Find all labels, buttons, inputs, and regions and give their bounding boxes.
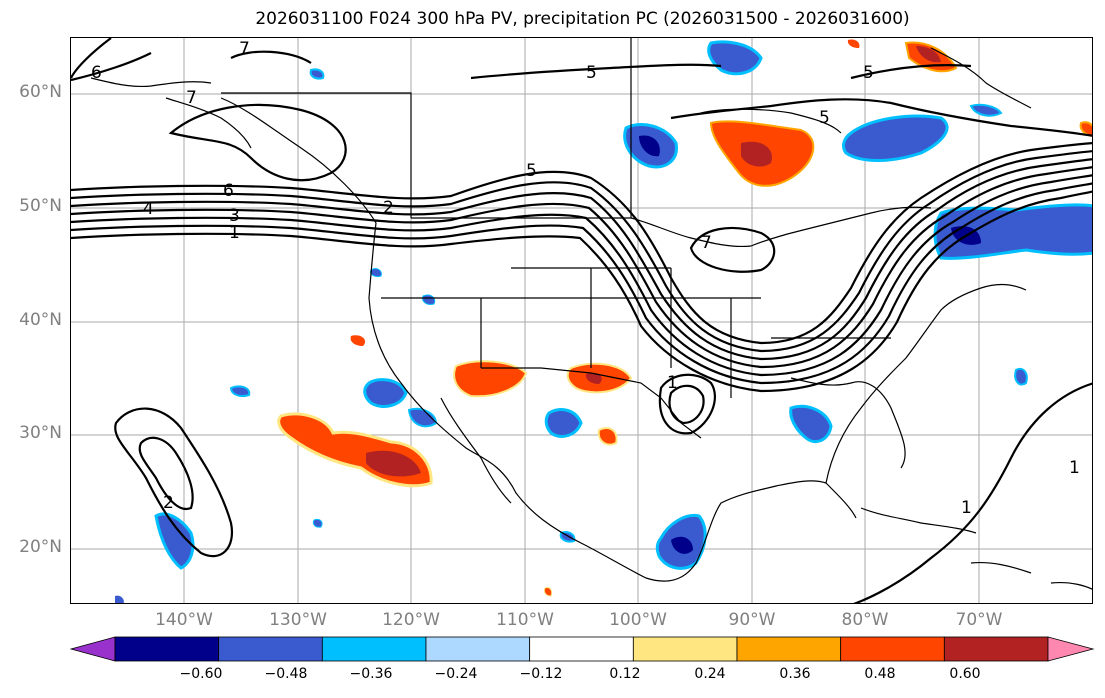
precip-negative-southeast [789, 404, 833, 443]
precip-negative-pacific-sw [154, 512, 195, 570]
lat-label-40n: 40°N [19, 310, 62, 330]
contour-label: 5 [819, 108, 830, 128]
contour-label: 7 [186, 88, 197, 108]
colorbar-segment [943, 636, 1049, 662]
colorbar-segments [70, 636, 1095, 662]
colorbar-segment [321, 636, 427, 662]
map-title: 2026031100 F024 300 hPa PV, precipitatio… [255, 9, 910, 29]
lon-label-130w: 130°W [269, 610, 327, 630]
precip-positive-arizona [453, 360, 528, 398]
map-canvas: 5 5 5 5 6 6 7 7 7 4 3 2 1 1 1 1 2 [71, 38, 1092, 603]
lon-label-120w: 120°W [382, 610, 440, 630]
contour-label: 6 [223, 181, 234, 201]
precip-negative-labrador [842, 114, 949, 162]
colorbar-tick: 0.60 [949, 666, 981, 682]
map-plot-area: 5 5 5 5 6 6 7 7 7 4 3 2 1 1 1 1 2 [70, 37, 1093, 604]
colorbar-segment [736, 636, 842, 662]
contour-label: 3 [229, 206, 240, 226]
contour-label: 4 [143, 199, 154, 219]
colorbar [70, 636, 1095, 662]
colorbar-tick: 0.36 [779, 666, 811, 682]
colorbar-tick: −0.12 [519, 666, 563, 682]
colorbar-segment [114, 636, 220, 662]
precip-negative-mexico-north [544, 408, 583, 438]
colorbar-tick: −0.24 [434, 666, 478, 682]
contour-label: 2 [163, 493, 174, 513]
contour-label: 2 [383, 198, 394, 218]
contour-label: 5 [863, 63, 874, 83]
colorbar-tick: 0.12 [609, 666, 641, 682]
colorbar-segment [70, 636, 116, 662]
colorbar-tick: 0.24 [694, 666, 726, 682]
contour-label: 1 [667, 373, 678, 393]
contour-label: 7 [239, 39, 250, 59]
lon-label-100w: 100°W [609, 610, 667, 630]
lat-label-50n: 50°N [19, 196, 62, 216]
lat-label-60n: 60°N [19, 82, 62, 102]
lon-label-110w: 110°W [496, 610, 554, 630]
precip-negative-baja [407, 407, 438, 428]
lat-label-30n: 30°N [19, 423, 62, 443]
colorbar-segment [1047, 636, 1095, 662]
contour-label: 1 [1069, 458, 1080, 478]
contour-label: 5 [586, 63, 597, 83]
colorbar-segment [840, 636, 945, 662]
precip-negative-atlantic [933, 203, 1092, 260]
lon-label-80w: 80°W [841, 610, 889, 630]
contour-label: 5 [526, 161, 537, 181]
contour-label: 7 [701, 233, 712, 253]
lat-label-20n: 20°N [19, 537, 62, 557]
precipitation-shading [115, 39, 1092, 603]
lon-label-140w: 140°W [155, 610, 213, 630]
colorbar-tick: −0.36 [349, 666, 393, 682]
pv-contours [71, 38, 1092, 603]
colorbar-tick: −0.60 [179, 666, 223, 682]
contour-label: 1 [961, 498, 972, 518]
precip-negative-california [363, 378, 408, 408]
precip-positive-texas [597, 427, 618, 446]
colorbar-tick: −0.48 [264, 666, 308, 682]
colorbar-segment [632, 636, 738, 662]
colorbar-segment [218, 636, 323, 662]
contour-label: 1 [229, 223, 240, 243]
precip-negative-baffin [707, 40, 763, 76]
lon-label-70w: 70°W [955, 610, 1003, 630]
contour-label: 6 [91, 63, 102, 83]
coastlines-borders [90, 38, 1092, 590]
colorbar-segment [425, 636, 531, 662]
colorbar-segment [529, 636, 634, 662]
colorbar-tick: 0.48 [864, 666, 896, 682]
contour-labels: 5 5 5 5 6 6 7 7 7 4 3 2 1 1 1 1 2 [91, 39, 1080, 518]
lon-label-90w: 90°W [728, 610, 776, 630]
